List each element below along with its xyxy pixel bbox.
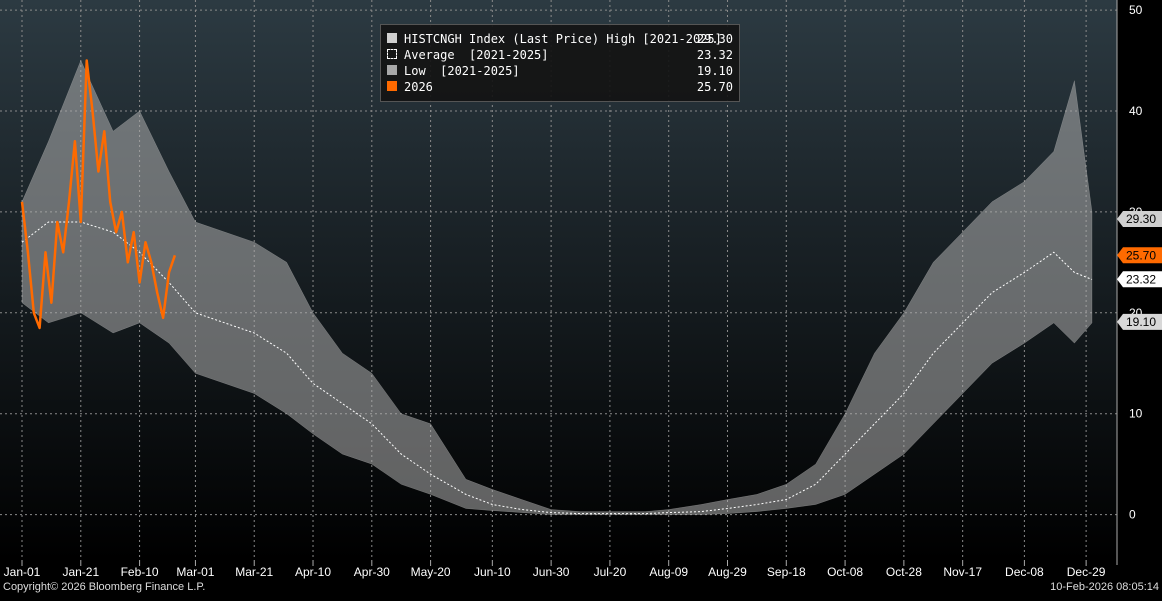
legend-swatch-low [387,65,397,75]
legend-item-high: HISTCNGH Index (Last Price) High [2021-2… [387,31,733,47]
x-tick-label: Jun-10 [474,565,511,579]
copyright-text: Copyright© 2026 Bloomberg Finance L.P. [3,581,206,593]
legend: HISTCNGH Index (Last Price) High [2021-2… [380,24,740,102]
legend-value-average: 23.32 [696,48,733,62]
x-tick-label: May-20 [411,565,451,579]
y-tick-label: 0 [1129,508,1136,522]
x-tick-label: Dec-08 [1005,565,1044,579]
x-tick-label: Jan-01 [4,565,41,579]
last-value-text: 25.70 [1126,248,1156,262]
legend-value-high: 29.30 [696,32,733,46]
x-tick-label: Jan-21 [62,565,99,579]
last-value-tag [1117,210,1162,227]
x-tick-label: Dec-29 [1067,565,1106,579]
high-low-area [21,59,1093,515]
legend-value-low: 19.10 [696,64,733,78]
series-average [21,221,1093,515]
x-axis-ticks: Jan-01 Jan-21 Feb-10 Mar-01 Mar-21 Apr-10 Apr-… [4,560,1106,579]
legend-swatch-average [387,49,397,59]
x-tick-label: Sep-18 [767,565,806,579]
x-tick-label: Feb-10 [121,565,159,579]
last-value-labels: 29.30 25.70 23.32 19.10 [1117,210,1162,330]
last-value-tag [1117,247,1162,264]
legend-item-low: Low [2021-2025] 19.10 [387,63,733,79]
x-tick-label: Jul-20 [594,565,627,579]
x-tick-label: Jun-30 [533,565,570,579]
x-tick-label: Nov-17 [943,565,982,579]
x-tick-label: Oct-28 [886,565,922,579]
x-tick-label: Oct-08 [827,565,863,579]
x-tick-label: Mar-01 [176,565,214,579]
x-tick-label: Aug-09 [649,565,688,579]
last-value-label-2026: 25.70 [1117,247,1162,264]
legend-label-2026: 2026 [404,80,433,94]
x-tick-label: Aug-29 [708,565,747,579]
x-tick-label: Mar-21 [235,565,273,579]
y-tick-label: 10 [1129,407,1143,421]
legend-value-2026: 25.70 [696,80,733,94]
legend-item-average: Average [2021-2025] 23.32 [387,47,733,63]
legend-swatch-high [387,33,397,43]
legend-label-high: HISTCNGH Index (Last Price) High [2021-2… [404,32,722,46]
last-value-text: 23.32 [1126,272,1156,286]
last-value-label-high: 29.30 [1117,210,1162,227]
y-tick-label: 40 [1129,104,1143,118]
legend-label-low: Low [2021-2025] [404,64,520,78]
series-2026 [20,59,177,330]
last-value-tag [1117,271,1162,288]
legend-item-2026: 2026 25.70 [387,79,733,95]
x-tick-label: Apr-10 [295,565,331,579]
legend-swatch-2026 [387,81,397,91]
series-lines [20,59,1093,515]
last-value-text: 29.30 [1126,212,1156,226]
x-tick-label: Apr-30 [354,565,390,579]
last-value-text: 19.10 [1126,315,1156,329]
high-low-band [21,59,1093,515]
last-value-label-low: 19.10 [1117,313,1162,330]
last-value-tag [1117,313,1162,330]
last-value-label-average: 23.32 [1117,271,1162,288]
timestamp-text: 10-Feb-2026 08:05:14 [1050,581,1159,593]
y-tick-label: 50 [1129,3,1143,17]
legend-label-average: Average [2021-2025] [404,48,549,62]
